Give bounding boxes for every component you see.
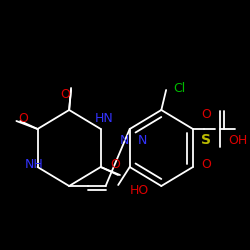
Text: O: O	[202, 108, 211, 122]
Text: Cl: Cl	[174, 82, 186, 96]
Text: OH: OH	[228, 134, 248, 146]
Text: O: O	[18, 112, 28, 124]
Text: O: O	[60, 88, 70, 102]
Text: O: O	[202, 158, 211, 172]
Text: NH: NH	[25, 158, 44, 172]
Text: O: O	[110, 158, 120, 172]
Text: N: N	[138, 134, 147, 146]
Text: N: N	[120, 134, 130, 146]
Text: HN: HN	[94, 112, 113, 124]
Text: HO: HO	[130, 184, 149, 196]
Text: S: S	[202, 133, 211, 147]
